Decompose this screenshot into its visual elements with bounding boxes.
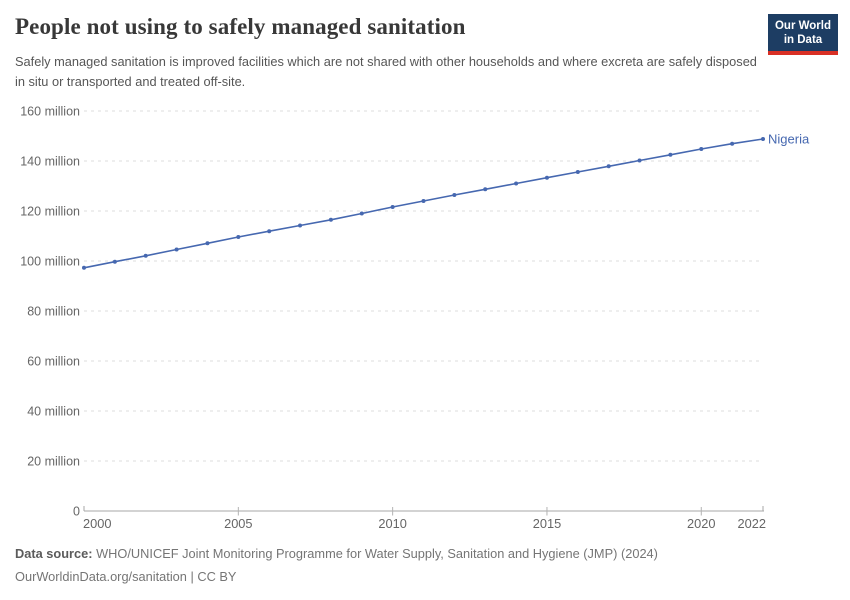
y-axis-tick-label: 140 million xyxy=(20,155,80,169)
y-axis-tick-label: 120 million xyxy=(20,205,80,219)
data-point-2018[interactable] xyxy=(637,158,642,163)
chart-subtitle: Safely managed sanitation is improved fa… xyxy=(15,54,757,89)
data-source-text: WHO/UNICEF Joint Monitoring Programme fo… xyxy=(96,546,658,561)
license-line: OurWorldinData.org/sanitation | CC BY xyxy=(15,569,237,584)
data-point-2022[interactable] xyxy=(761,137,765,141)
data-point-2002[interactable] xyxy=(143,253,148,258)
data-point-2016[interactable] xyxy=(575,170,580,174)
nigeria-line[interactable] xyxy=(83,138,764,269)
data-point-2020[interactable] xyxy=(699,147,704,151)
data-point-2006[interactable] xyxy=(267,229,272,234)
data-point-2000[interactable] xyxy=(82,265,86,270)
data-point-2011[interactable] xyxy=(421,199,426,203)
x-axis-tick-label: 2005 xyxy=(224,516,252,531)
data-point-2013[interactable] xyxy=(483,187,488,192)
owid-logo-line2: in Data xyxy=(783,34,823,46)
data-point-2017[interactable] xyxy=(606,164,611,169)
owid-logo-line1: Our World xyxy=(774,20,831,32)
data-point-2012[interactable] xyxy=(452,193,457,197)
data-point-2004[interactable] xyxy=(205,241,210,246)
y-axis-tick-label: 80 million xyxy=(27,305,80,319)
data-point-2015[interactable] xyxy=(544,175,549,180)
data-point-2010[interactable] xyxy=(390,205,395,209)
y-axis-tick-label: 0 xyxy=(73,505,80,519)
chart-footer: Data source: WHO/UNICEF Joint Monitoring… xyxy=(15,546,835,585)
x-axis-tick-label: 2010 xyxy=(378,516,406,531)
x-axis-tick-label: 2000 xyxy=(83,516,111,531)
data-point-2014[interactable] xyxy=(514,181,519,186)
entity-label-nigeria[interactable]: Nigeria xyxy=(768,132,810,147)
data-point-2005[interactable] xyxy=(236,235,241,239)
data-point-2019[interactable] xyxy=(668,152,673,157)
y-axis-tick-label: 60 million xyxy=(27,355,80,369)
chart-title: People not using to safely managed sanit… xyxy=(15,14,466,39)
data-point-2008[interactable] xyxy=(328,217,333,222)
data-point-2007[interactable] xyxy=(298,223,303,228)
x-axis-tick-label: 2022 xyxy=(738,516,766,531)
data-source-label: Data source: xyxy=(15,546,93,561)
owid-logo[interactable]: Our World in Data xyxy=(768,14,838,55)
y-axis-tick-label: 100 million xyxy=(20,255,80,269)
y-axis-tick-label: 40 million xyxy=(27,405,80,419)
y-axis-tick-label: 160 million xyxy=(20,105,80,119)
x-axis-tick-label: 2015 xyxy=(533,516,561,531)
data-point-2009[interactable] xyxy=(359,211,364,216)
x-axis-tick-label: 2020 xyxy=(687,516,715,531)
data-point-2001[interactable] xyxy=(112,259,117,264)
data-point-2003[interactable] xyxy=(174,247,179,252)
line-chart: 160 million 140 million 120 million 100 mil… xyxy=(20,105,810,532)
y-axis-tick-label: 20 million xyxy=(27,455,80,469)
data-source-line: Data source: WHO/UNICEF Joint Monitoring… xyxy=(15,546,835,562)
data-point-2021[interactable] xyxy=(730,141,735,146)
